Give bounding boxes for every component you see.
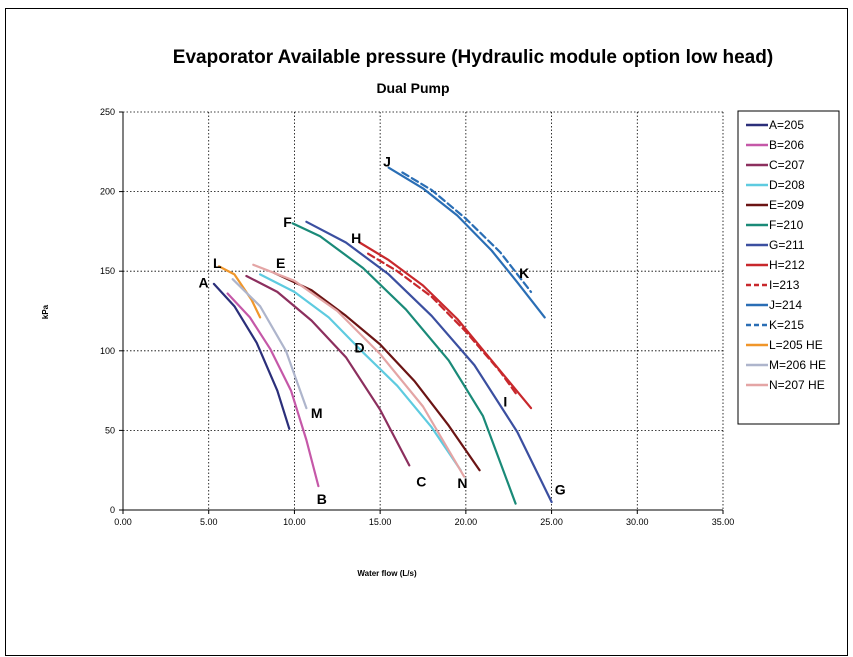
y-tick-label: 100	[100, 346, 115, 356]
legend-box	[737, 110, 840, 425]
curve-label: D	[355, 340, 365, 356]
chart-frame	[5, 8, 848, 656]
legend-entry: C=207	[769, 158, 805, 172]
chart-subtitle: Dual Pump	[376, 80, 449, 96]
legend: A=205 B=206 C=207 D=208 E=209 F=210 G=211 H=212…	[737, 110, 840, 425]
series-line	[217, 265, 262, 319]
curve-label: H	[351, 230, 361, 246]
series-line	[259, 273, 462, 472]
x-axis-label: Water flow (L/s)	[357, 569, 417, 578]
curve-label: J	[383, 153, 391, 169]
series-line	[226, 292, 320, 488]
tick-labels: 0.00 5.00 10.00 15.00 20.00 25.00 30.00 35.00 0 5…	[100, 107, 734, 527]
x-tick-label: 30.00	[626, 517, 649, 527]
x-tick-label: 15.00	[369, 517, 392, 527]
grid	[123, 111, 724, 510]
series-line	[272, 271, 481, 472]
legend-entry: E=209	[769, 198, 804, 212]
legend-entry: H=212	[769, 258, 805, 272]
legend-entry: A=205	[769, 118, 804, 132]
series-line	[305, 220, 553, 504]
curve-label: B	[317, 491, 327, 507]
curve-label: C	[416, 473, 426, 489]
curve-label: E	[276, 255, 285, 271]
y-tick-label: 250	[100, 107, 115, 117]
x-tick-label: 20.00	[455, 517, 478, 527]
axes	[119, 111, 724, 514]
chart-title: Evaporator Available pressure (Hydraulic…	[173, 47, 773, 68]
curve-label: I	[503, 394, 507, 410]
legend-entry: M=206 HE	[769, 358, 826, 372]
y-tick-label: 200	[100, 187, 115, 197]
x-tick-label: 35.00	[712, 517, 735, 527]
series-line	[212, 282, 291, 430]
series-line	[387, 166, 546, 319]
y-axis-label: kPa	[41, 304, 50, 319]
y-tick-label: 0	[110, 505, 115, 515]
curve-label: F	[283, 214, 292, 230]
legend-entry: G=211	[769, 238, 805, 252]
y-tick-label: 150	[100, 266, 115, 276]
x-tick-label: 10.00	[283, 517, 306, 527]
legend-entry: I=213	[769, 278, 800, 292]
legend-entry: J=214	[769, 298, 802, 312]
series-line	[245, 274, 411, 467]
series-line	[231, 278, 308, 410]
curve-label: A	[199, 274, 209, 290]
series-line	[252, 263, 466, 478]
x-tick-label: 5.00	[200, 517, 218, 527]
legend-entry: B=206	[769, 138, 804, 152]
plot-area	[123, 112, 723, 510]
x-tick-label: 25.00	[540, 517, 563, 527]
curve-label: K	[519, 265, 529, 281]
series-line	[291, 222, 517, 505]
curve-label: M	[311, 405, 323, 421]
curve-label: G	[555, 481, 566, 497]
curve-label: N	[457, 475, 467, 491]
legend-entry: K=215	[769, 318, 804, 332]
curve-annotations: AL E F H J K D M I C N B G	[199, 153, 566, 507]
legend-entry: L=205 HE	[769, 338, 823, 352]
curve-label: L	[213, 255, 222, 271]
series-line	[367, 252, 519, 397]
legend-entry: F=210	[769, 218, 804, 232]
legend-entry: N=207 HE	[769, 378, 825, 392]
series-lines	[212, 166, 553, 505]
x-tick-label: 0.00	[114, 517, 132, 527]
legend-entry: D=208	[769, 178, 805, 192]
series-line	[401, 171, 533, 293]
series-line	[358, 241, 533, 410]
y-tick-label: 50	[105, 425, 115, 435]
